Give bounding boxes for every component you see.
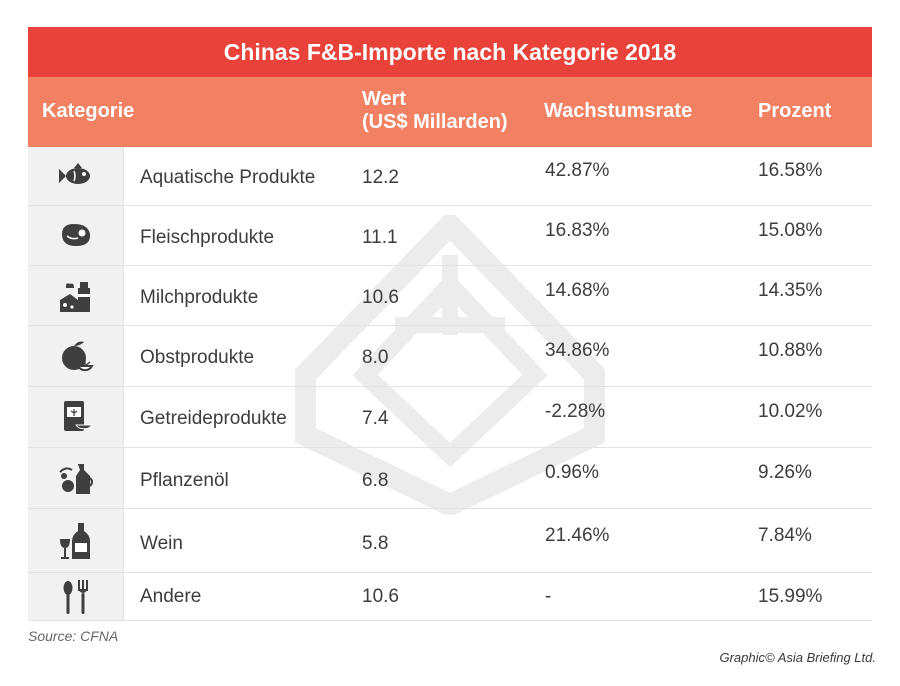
- row-name: Wein: [140, 533, 183, 554]
- dairy-icon: [59, 281, 90, 312]
- header-prozent: Prozent: [758, 100, 832, 122]
- row-prozent: 10.88%: [758, 340, 823, 361]
- header-kategorie: Kategorie: [42, 100, 135, 122]
- row-wert: 7.4: [362, 408, 389, 429]
- table-row: Obstprodukte 8.0 34.86% 10.88%: [28, 326, 872, 387]
- meat-icon: [61, 223, 90, 246]
- row-wachstumsrate: -2.28%: [545, 401, 606, 422]
- header-wert-line2: (US$ Millarden): [362, 111, 508, 133]
- fish-icon: [58, 163, 90, 184]
- row-prozent: 16.58%: [758, 160, 823, 181]
- table-row: Pflanzenöl 6.8 0.96% 9.26%: [28, 448, 872, 509]
- table-row: Aquatische Produkte 12.2 42.87% 16.58%: [28, 147, 872, 206]
- row-wert: 5.8: [362, 533, 389, 554]
- row-wert: 10.6: [362, 586, 399, 607]
- row-name: Obstprodukte: [140, 347, 255, 368]
- row-wert: 8.0: [362, 347, 389, 368]
- table-row: Getreideprodukte 7.4 -2.28% 10.02%: [28, 387, 872, 448]
- row-wachstumsrate: 21.46%: [545, 525, 610, 546]
- table-body: Aquatische Produkte 12.2 42.87% 16.58% F…: [28, 147, 872, 621]
- fruit-icon: [61, 341, 94, 372]
- row-name: Andere: [140, 586, 202, 607]
- icon-cell: [28, 326, 124, 386]
- table-row: Andere 10.6 - 15.99%: [28, 573, 872, 621]
- row-wachstumsrate: -: [545, 586, 552, 607]
- row-wert: 6.8: [362, 470, 389, 491]
- row-prozent: 9.26%: [758, 462, 812, 483]
- header-wert-line1: Wert: [362, 88, 407, 110]
- row-name: Getreideprodukte: [140, 408, 287, 429]
- row-wachstumsrate: 42.87%: [545, 160, 610, 181]
- table-title: Chinas F&B-Importe nach Kategorie 2018: [28, 27, 872, 77]
- row-wachstumsrate: 0.96%: [545, 462, 599, 483]
- row-prozent: 10.02%: [758, 401, 823, 422]
- icon-cell: [28, 573, 124, 620]
- row-name: Milchprodukte: [140, 287, 259, 308]
- row-wert: 12.2: [362, 167, 399, 188]
- header-wachstumsrate: Wachstumsrate: [544, 100, 693, 122]
- row-prozent: 15.99%: [758, 586, 823, 607]
- row-name: Fleischprodukte: [140, 227, 275, 248]
- grain-icon: [63, 401, 93, 431]
- row-wachstumsrate: 16.83%: [545, 220, 610, 241]
- wine-icon: [59, 522, 90, 559]
- table-row: Fleischprodukte 11.1 16.83% 15.08%: [28, 206, 872, 266]
- table-row: Wein 5.8 21.46% 7.84%: [28, 509, 872, 573]
- header-row: Kategorie Wert (US$ Millarden) Wachstums…: [28, 77, 872, 147]
- row-prozent: 15.08%: [758, 220, 823, 241]
- header-wert: Wert (US$ Millarden): [362, 88, 508, 134]
- row-name: Aquatische Produkte: [140, 167, 316, 188]
- icon-cell: [28, 448, 124, 508]
- row-name: Pflanzenöl: [140, 470, 229, 491]
- table-row: Milchprodukte 10.6 14.68% 14.35%: [28, 266, 872, 326]
- row-wert: 11.1: [362, 227, 398, 248]
- icon-cell: [28, 147, 124, 205]
- source-note: Source: CFNA: [28, 628, 119, 644]
- icon-cell: [28, 387, 124, 447]
- row-prozent: 14.35%: [758, 280, 823, 301]
- row-wachstumsrate: 34.86%: [545, 340, 610, 361]
- row-wachstumsrate: 14.68%: [545, 280, 610, 301]
- icon-cell: [28, 206, 124, 265]
- icon-cell: [28, 266, 124, 325]
- credit-note: Graphic© Asia Briefing Ltd.: [719, 650, 876, 665]
- icon-cell: [28, 509, 124, 572]
- oil-icon: [58, 464, 93, 494]
- row-prozent: 7.84%: [758, 525, 812, 546]
- row-wert: 10.6: [362, 287, 399, 308]
- cutlery-icon: [63, 579, 88, 614]
